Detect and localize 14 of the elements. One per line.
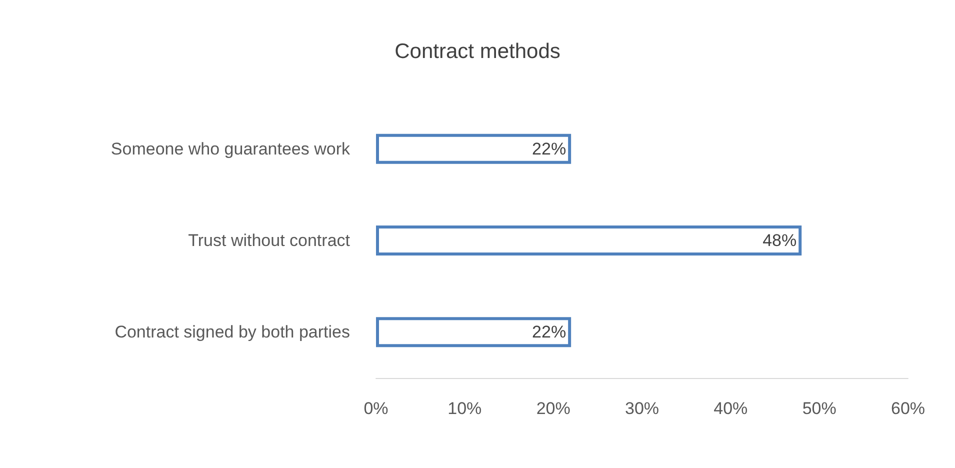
chart-title: Contract methods (394, 40, 560, 63)
x-tick-label: 10% (448, 399, 482, 418)
x-tick-label: 20% (536, 399, 570, 418)
data-label: 22% (532, 139, 566, 158)
data-label: 22% (532, 322, 566, 342)
x-tick-label: 50% (802, 399, 836, 418)
y-tick-label: Someone who guarantees work (110, 139, 350, 158)
x-tick-label: 30% (624, 399, 660, 418)
y-tick-label: Trust without contract (188, 231, 350, 250)
y-tick-label: Contract signed by both parties (114, 322, 350, 342)
data-label: 48% (762, 231, 797, 250)
x-tick-label: 60% (890, 399, 926, 418)
x-tick-label: 40% (714, 399, 748, 418)
x-tick-label: 0% (364, 399, 388, 418)
